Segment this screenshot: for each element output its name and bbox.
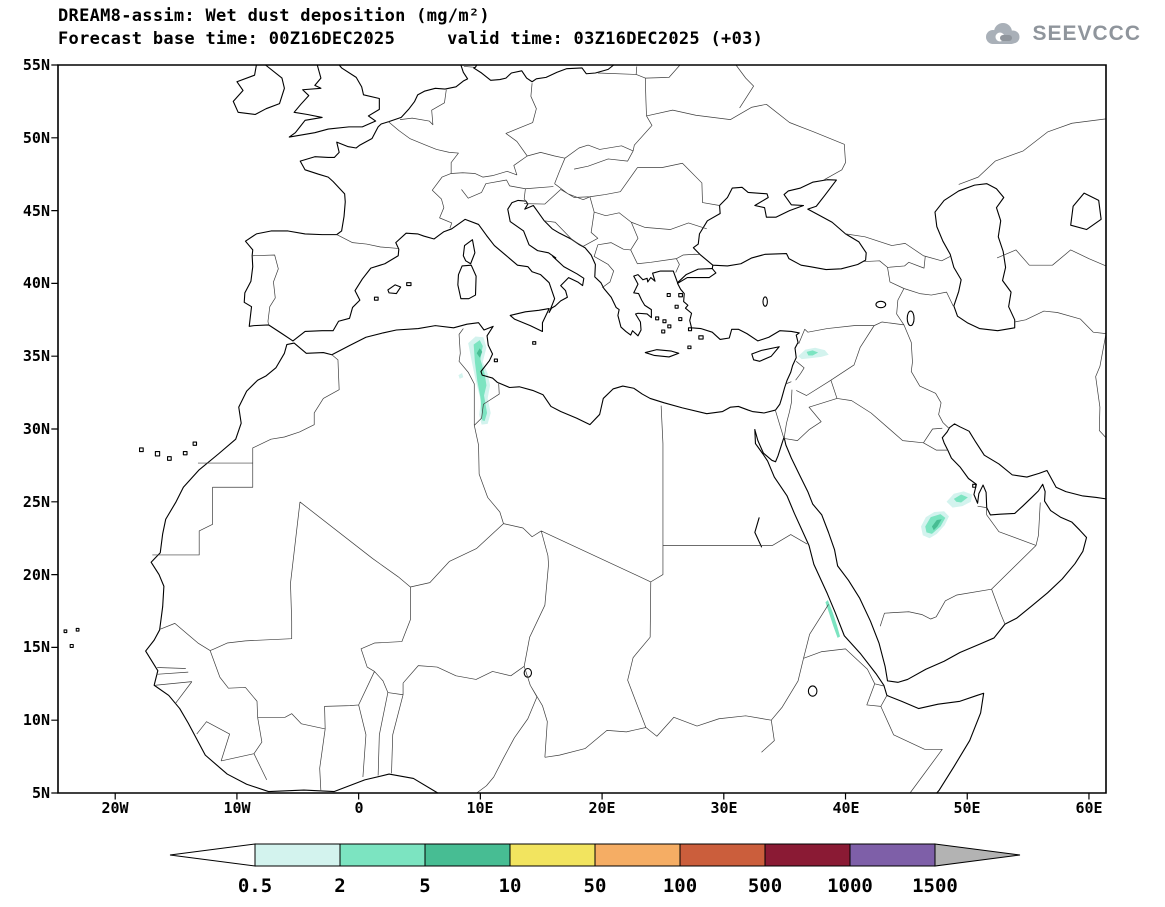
colorbar-label-500: 500 [748,875,782,897]
colorbar-arrow-left [170,844,255,866]
lake-tana [808,686,817,696]
y-axis-label-5n: 5N [31,784,50,802]
x-axis-ticks [115,793,1089,800]
dust-deposition-shading [458,336,973,638]
colorbar-segment-5 [595,844,680,866]
colorbar-label-2: 2 [334,875,345,897]
colorbar: 0.5 2 5 10 50 100 500 1000 1500 [0,836,1165,897]
x-axis-label-10e: 10E [466,799,494,817]
logo-text: SEEVCCC [1032,22,1141,45]
coastlines [64,65,1106,793]
y-axis-label-20n: 20N [22,566,50,584]
map-canvas [58,65,1106,793]
forecast-base-time: Forecast base time: 00Z16DEC2025 [58,29,396,49]
x-axis-label-20w: 20W [101,799,129,817]
dust-patch-level3 [476,348,942,531]
x-axis-label-60e: 60E [1075,799,1103,817]
lake-van [876,301,886,307]
dust-patch-level2 [473,340,968,638]
island-cyprus [752,347,779,362]
x-axis-label-10w: 10W [223,799,251,817]
y-axis-label-55n: 55N [22,56,50,74]
colorbar-segment-8 [850,844,935,866]
island-sicily [510,309,549,332]
coast-africa-levant-turkey [146,265,800,793]
coast-black-sea [693,180,866,270]
cloud-icon [986,23,1020,44]
colorbar-label-1500: 1500 [912,875,958,897]
y-axis-label-15n: 15N [22,638,50,656]
colorbar-segment-4 [510,844,595,866]
colorbar-label-10: 10 [499,875,522,897]
coast-caspian-sea [935,184,1015,331]
coast-west-europe-atlantic [244,65,467,341]
y-axis-label-10n: 10N [22,711,50,729]
x-axis-label-50e: 50E [953,799,981,817]
coast-aral-sea [1071,193,1101,229]
colorbar-segment-7 [765,844,850,866]
colorbar-label-5: 5 [419,875,430,897]
lake-urmia [907,311,914,326]
x-axis-label-0: 0 [354,799,364,817]
lake-tuz [763,297,767,306]
valid-time: valid time: 03Z16DEC2025 (+03) [447,29,764,49]
colorbar-segment-2 [340,844,425,866]
x-axis-label-30e: 30E [710,799,738,817]
borders-middle-east-asia [776,119,1106,626]
map-frame [58,65,1106,793]
lakes [524,297,914,696]
map-subtitle: Forecast base time: 00Z16DEC2025 valid ti… [58,29,763,49]
x-axis-label-20e: 20E [588,799,616,817]
country-borders [152,65,1106,793]
coast-ireland [233,65,284,115]
island-sardinia [458,265,476,298]
coast-britain [289,65,379,137]
y-axis-ticks [51,65,59,793]
coast-sinai-arabia-gulf-iran [755,424,1106,682]
borders-africa [152,329,942,793]
y-axis-label-40n: 40N [22,274,50,292]
island-crete [645,350,678,357]
lake-nasser [755,518,762,547]
colorbar-segment-3 [425,844,510,866]
y-axis-label-50n: 50N [22,129,50,147]
colorbar-label-1000: 1000 [827,875,873,897]
dust-patch-level1 [458,336,973,539]
colorbar-label-50: 50 [584,875,607,897]
seevccc-logo: SEEVCCC [980,20,1141,48]
axis-tick-marks [51,65,1089,800]
coast-south-europe-italy-greece [293,200,678,341]
island-mallorca [388,285,401,294]
colorbar-label-100: 100 [663,875,697,897]
island-corsica [463,240,475,264]
colorbar-arrow-right [935,844,1020,866]
coast-marmara-north [678,269,713,283]
colorbar-label-0-5: 0.5 [238,875,272,897]
coast-red-sea-africa-somalia [755,430,984,793]
y-axis-label-25n: 25N [22,493,50,511]
map-title: DREAM8-assim: Wet dust deposition (mg/m²… [58,6,490,26]
borders-europe [253,65,846,325]
y-axis-label-30n: 30N [22,420,50,438]
y-axis-label-35n: 35N [22,347,50,365]
colorbar-segment-1 [255,844,340,866]
y-axis-label-45n: 45N [22,202,50,220]
islands-small [64,283,976,648]
x-axis-label-40e: 40E [832,799,860,817]
coast-baltic-south [474,65,614,82]
colorbar-segment-6 [680,844,765,866]
